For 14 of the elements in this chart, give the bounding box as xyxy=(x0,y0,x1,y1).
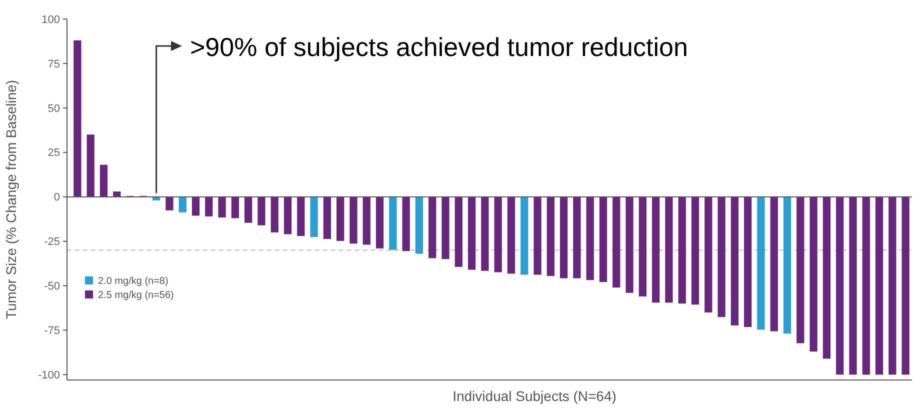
y-tick-label: 25 xyxy=(48,147,60,160)
y-tick-label: 100 xyxy=(42,14,60,26)
y-tick-label: -75 xyxy=(44,325,60,338)
x-axis-title: Individual Subjects (N=64) xyxy=(452,388,616,404)
y-tick-label: -100 xyxy=(38,370,60,382)
y-tick-label: -50 xyxy=(44,280,60,293)
legend-label: 2.5 mg/kg (n=56) xyxy=(98,290,174,301)
y-tick-label: 75 xyxy=(48,58,60,70)
y-tick-label: -25 xyxy=(44,236,60,248)
legend-label: 2.0 mg/kg (n=8) xyxy=(98,276,168,287)
y-axis-title: Tumor Size (% Change from Baseline) xyxy=(3,80,19,320)
annotation: >90% of subjects achieved tumor reduction xyxy=(190,32,688,62)
y-tick-label: 50 xyxy=(48,102,60,115)
y-tick-label: 0 xyxy=(54,192,60,204)
